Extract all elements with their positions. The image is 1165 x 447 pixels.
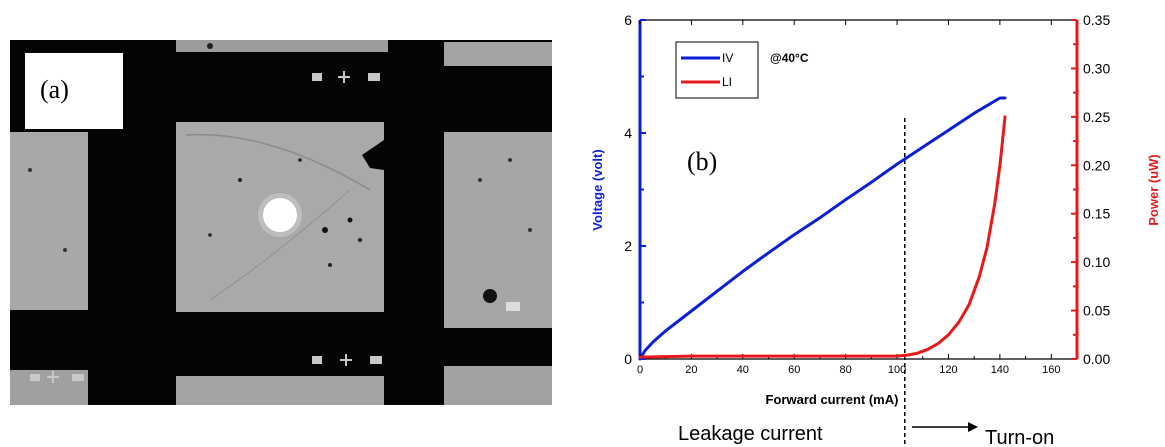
panel-a-label: (a) <box>40 75 69 104</box>
turn-on-arrow <box>912 422 978 432</box>
y-right-tick-label: 0.30 <box>1083 60 1110 76</box>
y-right-tick-label: 0.00 <box>1083 351 1110 367</box>
y-right-tick-label: 0.25 <box>1083 109 1110 125</box>
y-axis-label-right: Power (uW) <box>1146 154 1161 226</box>
x-tick-label: 60 <box>788 364 800 376</box>
y-left-tick-label: 6 <box>624 12 632 28</box>
y-right-tick-label: 0.20 <box>1083 157 1110 173</box>
turn-on-label: Turn-on <box>985 427 1054 447</box>
legend-label-li: LI <box>722 75 732 89</box>
legend-label-iv: IV <box>722 51 733 65</box>
y-axis-label-left: Voltage (volt) <box>590 149 605 230</box>
x-tick-label: 100 <box>888 364 906 376</box>
y-right-tick-label: 0.10 <box>1083 254 1110 270</box>
leakage-current-label: Leakage current <box>678 423 823 445</box>
x-tick-label: 120 <box>939 364 957 376</box>
legend: IV LI @40°C <box>675 41 809 99</box>
x-tick-label: 160 <box>1042 364 1060 376</box>
panel-b-label: (b) <box>687 147 717 176</box>
x-tick-label: 80 <box>840 364 852 376</box>
y-left-tick-label: 2 <box>624 238 632 254</box>
series-line-li <box>638 115 1007 359</box>
y-right-tick-label: 0.05 <box>1083 303 1110 319</box>
x-tick-label: 40 <box>737 364 749 376</box>
y-right-tick-label: 0.35 <box>1083 12 1110 28</box>
micrograph-image: (a) <box>10 40 552 405</box>
legend-temperature-note: @40°C <box>770 51 809 65</box>
x-axis-label: Forward current (mA) <box>766 392 899 407</box>
y-left-tick-label: 0 <box>624 351 632 367</box>
y-right-tick-label: 0.15 <box>1083 206 1110 222</box>
iv-li-chart: 0 20 40 60 80 100 120 140 160 0 2 4 6 0.00 0.05 0.10 0.1… <box>590 12 1161 447</box>
x-tick-label: 0 <box>637 364 643 376</box>
series-line-iv <box>638 96 1007 361</box>
x-tick-label: 140 <box>991 364 1009 376</box>
y-left-tick-label: 4 <box>624 125 632 141</box>
x-tick-label: 20 <box>685 364 697 376</box>
